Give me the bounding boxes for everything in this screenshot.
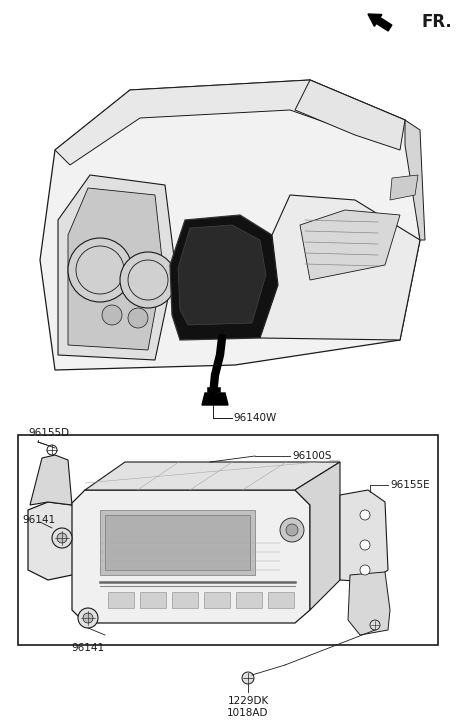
FancyArrow shape [367,14,391,31]
Circle shape [242,672,253,684]
Bar [140,592,166,608]
Polygon shape [201,393,227,405]
Polygon shape [259,195,419,340]
Text: 1229DK: 1229DK [227,696,268,706]
Polygon shape [28,502,85,580]
Bar [268,592,294,608]
Bar [105,515,250,570]
Circle shape [279,518,303,542]
Text: 96155E: 96155E [389,480,429,490]
Text: 96140W: 96140W [232,413,275,423]
Circle shape [83,613,93,623]
Circle shape [120,252,175,308]
Polygon shape [30,455,72,505]
Bar [18,435,437,645]
Circle shape [359,540,369,550]
Circle shape [359,510,369,520]
Bar [236,592,262,608]
Polygon shape [169,215,277,340]
Polygon shape [347,572,389,635]
Circle shape [128,308,148,328]
Circle shape [102,305,122,325]
Bar [204,592,230,608]
Polygon shape [58,175,175,360]
Polygon shape [55,80,404,165]
Polygon shape [294,80,404,150]
Circle shape [47,445,57,455]
Polygon shape [294,462,339,610]
Circle shape [68,238,131,302]
Circle shape [369,620,379,630]
Polygon shape [404,120,424,240]
Polygon shape [85,462,339,490]
Bar [100,510,255,575]
Text: 96141: 96141 [22,515,55,525]
Polygon shape [178,225,265,325]
Polygon shape [68,188,163,350]
Polygon shape [40,80,419,370]
Circle shape [52,528,72,548]
Polygon shape [300,210,399,280]
Text: FR.: FR. [421,13,452,31]
Text: 96141: 96141 [71,643,104,653]
Polygon shape [389,175,417,200]
Text: 1018AD: 1018AD [227,708,268,718]
Circle shape [359,565,369,575]
Circle shape [57,533,67,543]
Polygon shape [72,490,309,623]
Text: 96100S: 96100S [291,451,331,461]
Circle shape [78,608,98,628]
Polygon shape [339,490,387,582]
Bar [172,592,198,608]
Bar [108,592,134,608]
Text: 96155D: 96155D [28,428,69,438]
Circle shape [285,524,297,536]
